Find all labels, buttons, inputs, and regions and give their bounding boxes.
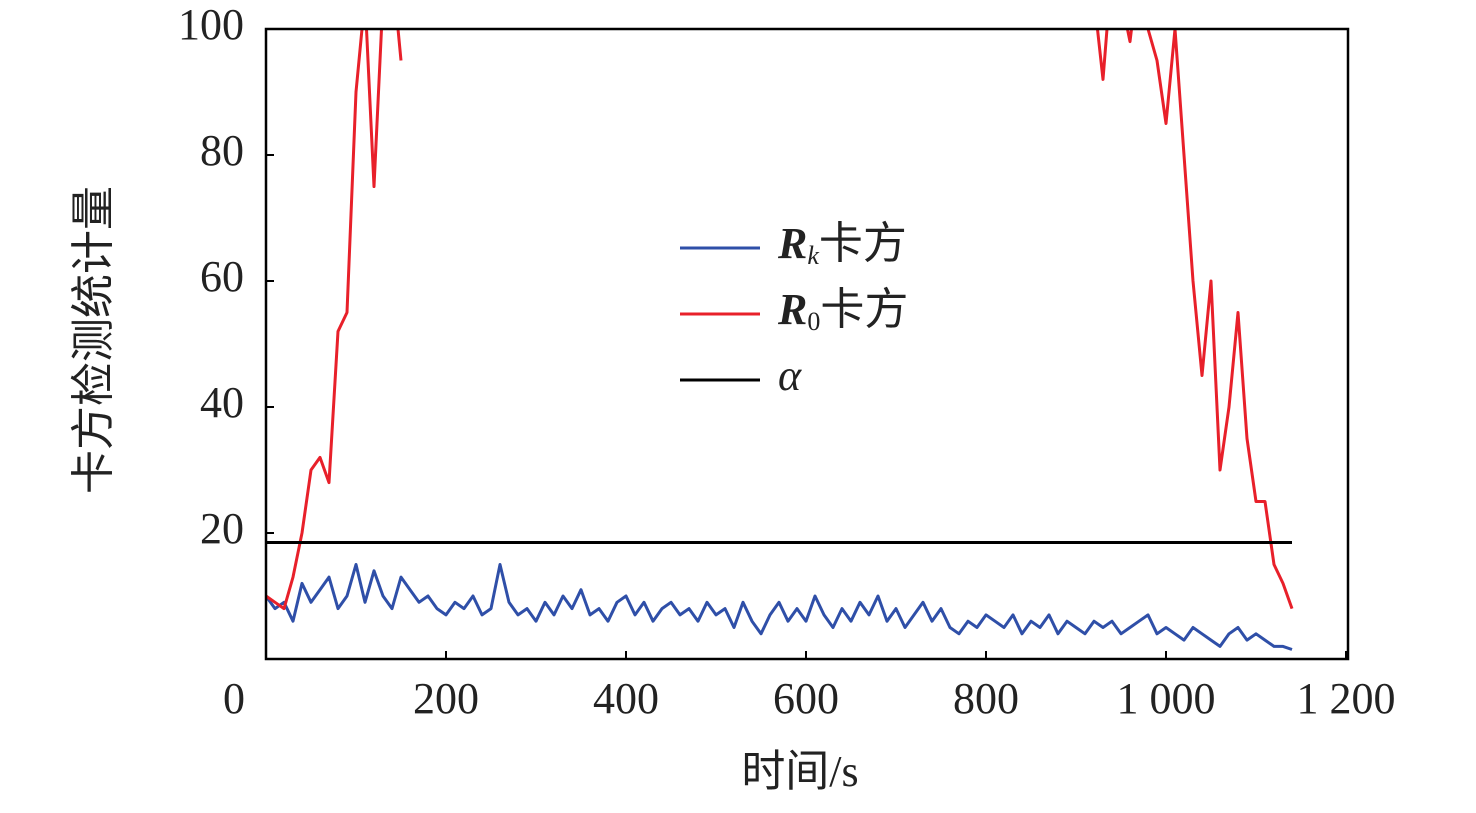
x-tick-label: 400 — [593, 674, 659, 723]
x-tick-label: 1 000 — [1117, 674, 1216, 723]
x-tick-label: 200 — [413, 674, 479, 723]
plot-lines — [266, 29, 1294, 651]
legend-label: α — [778, 351, 802, 400]
y-tick-label: 100 — [178, 0, 244, 49]
legend-label: Rk卡方 — [777, 219, 907, 270]
plot-frame — [264, 27, 1350, 661]
y-tick-label: 60 — [200, 252, 244, 301]
x-tick-label: 1 200 — [1297, 674, 1396, 723]
series-line — [266, 563, 1293, 651]
y-tick-label: 40 — [200, 378, 244, 427]
x-tick-label: 0 — [223, 674, 245, 723]
x-tick-label: 800 — [953, 674, 1019, 723]
y-tick-label: 20 — [200, 504, 244, 553]
x-axis-label: 时间/s — [741, 747, 858, 796]
legend-label: R0卡方 — [777, 285, 908, 336]
y-tick-label: 80 — [200, 126, 244, 175]
x-tick-label: 600 — [773, 674, 839, 723]
series-line — [266, 29, 1294, 611]
y-axis-label: 卡方检测统计量 — [69, 186, 118, 494]
